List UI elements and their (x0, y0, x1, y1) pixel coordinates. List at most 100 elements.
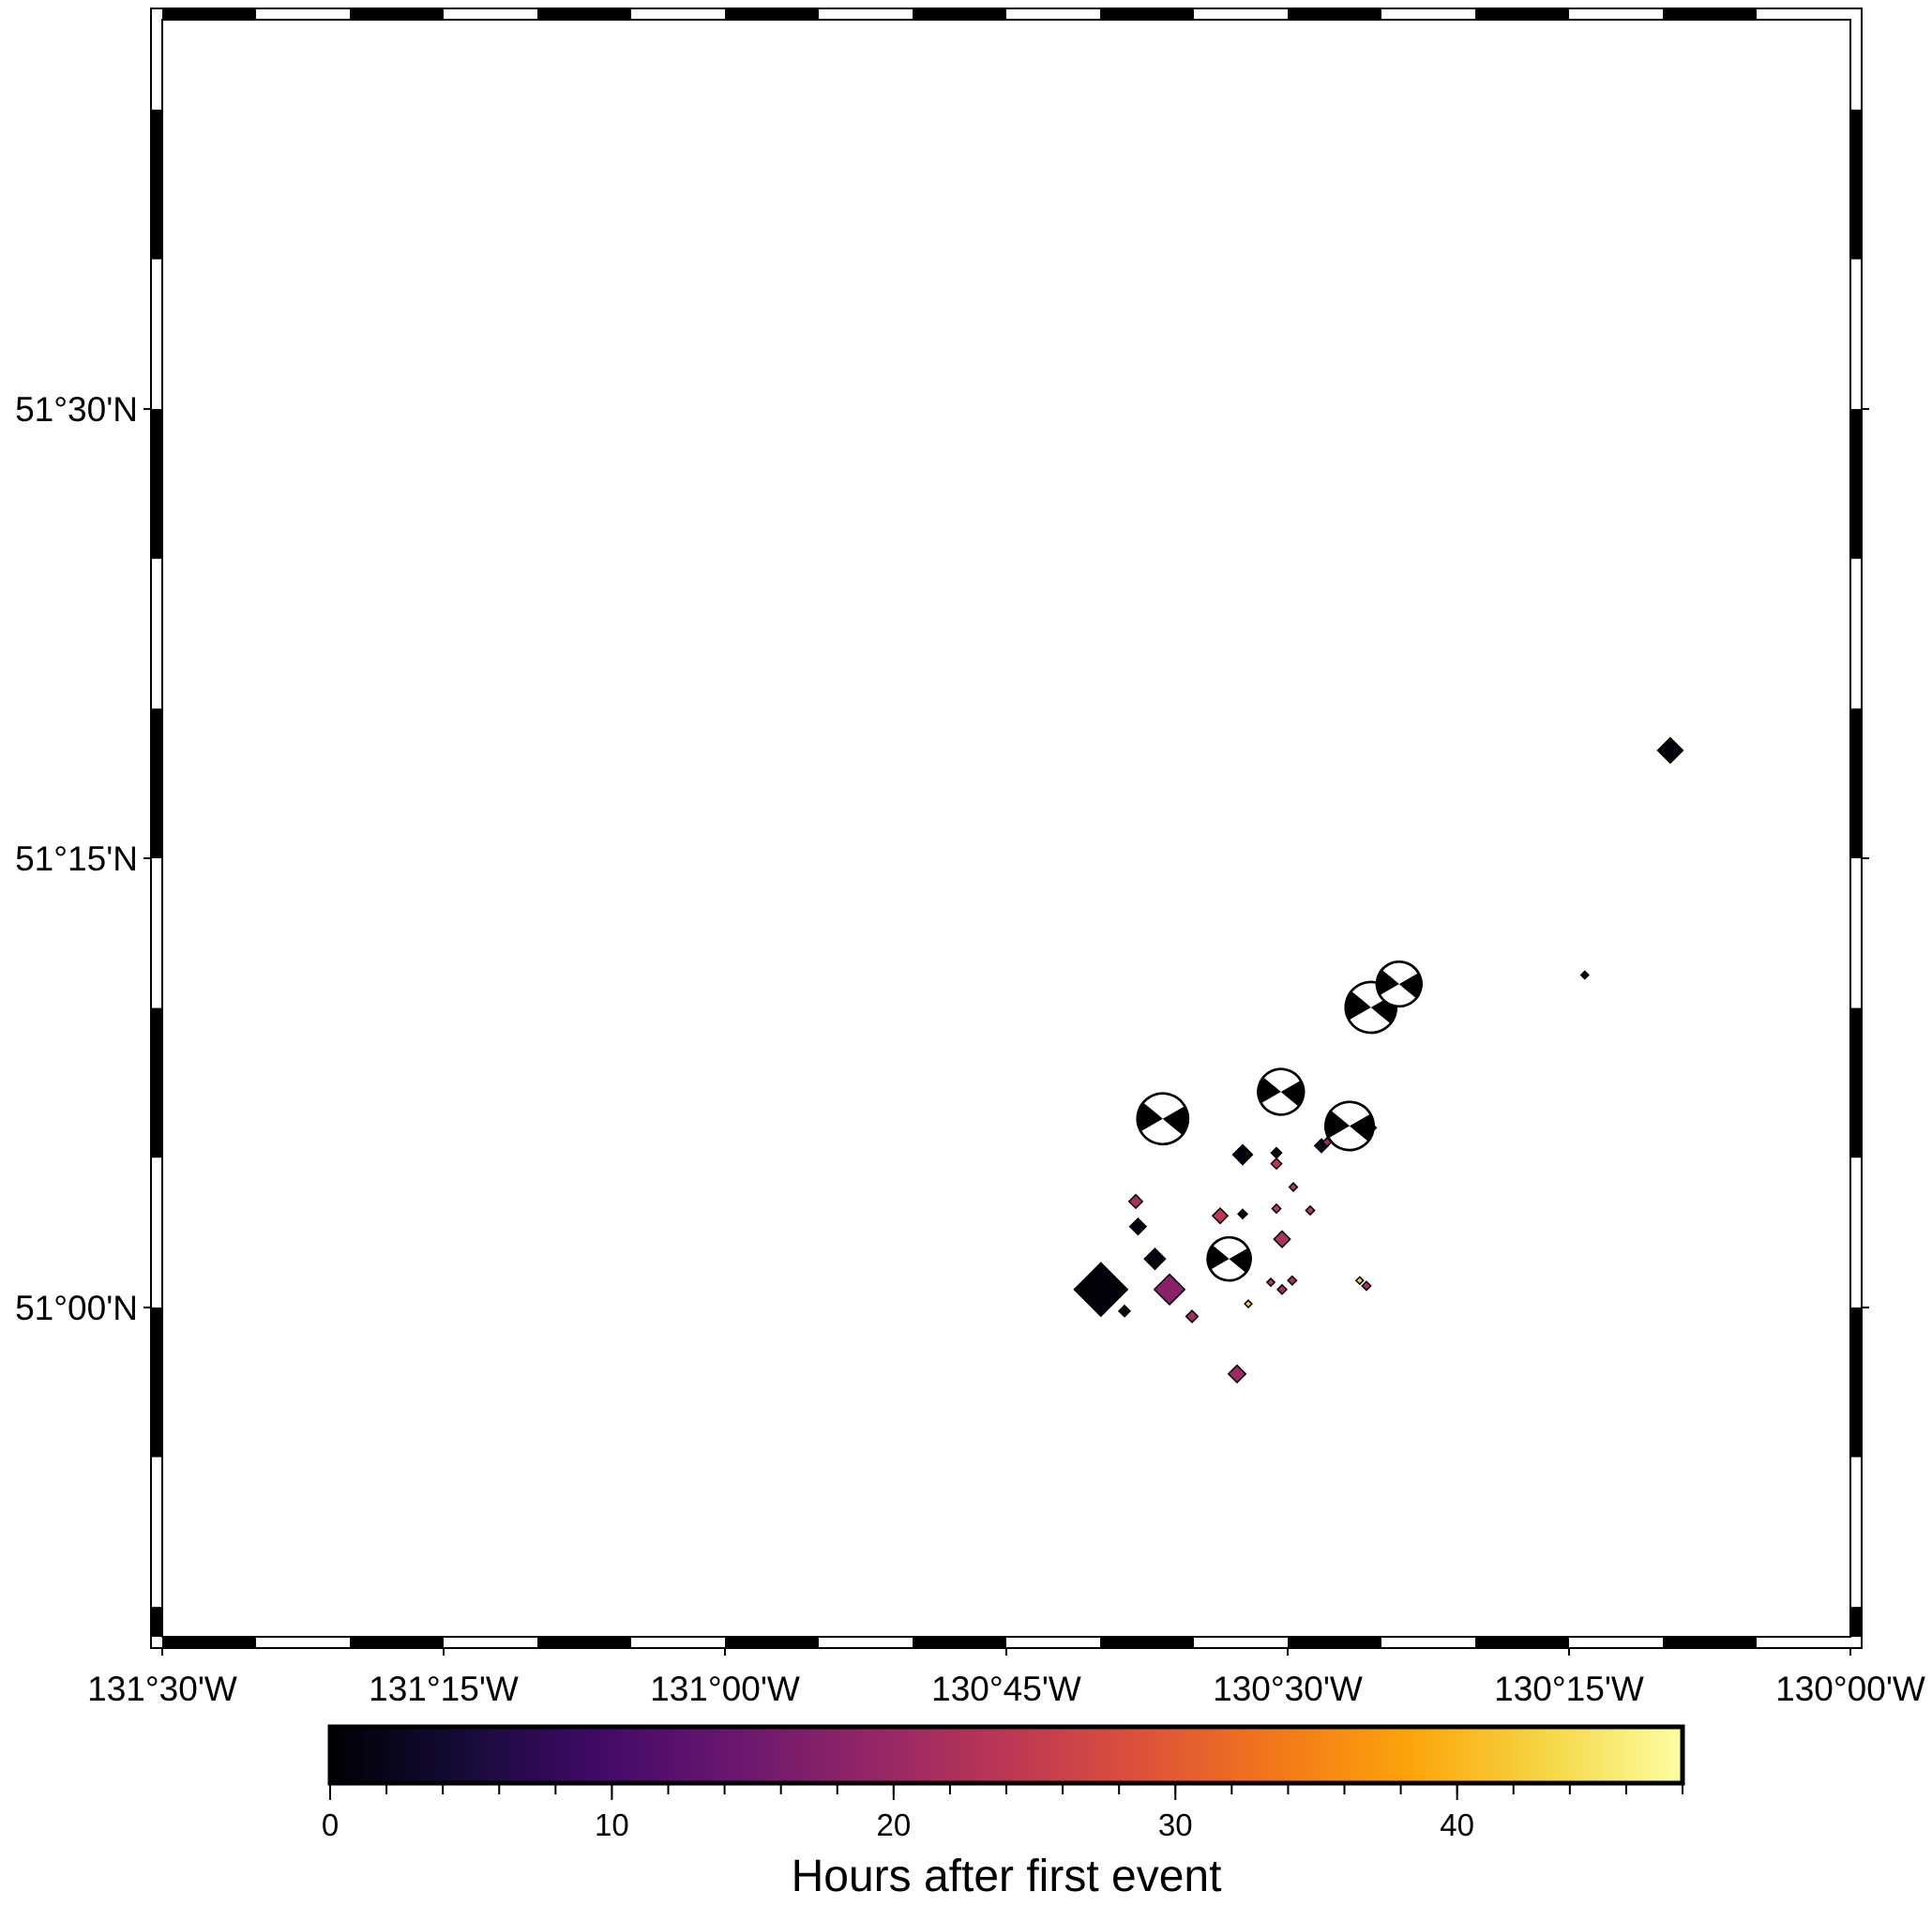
frame-bar-top (162, 8, 256, 20)
focal-mechanism (1375, 961, 1423, 1008)
x-axis-labels: 131°30'W 131°15'W 131°00'W 130°45'W 130°30'W… (87, 1648, 1925, 1708)
earthquake-marker (1143, 1247, 1167, 1271)
colorbar-gradient (327, 1724, 1685, 1786)
beachball-outline (1257, 1067, 1306, 1116)
frame-bar-left (151, 708, 162, 858)
frame-bar-top (1100, 8, 1194, 20)
frame-bar-right (1850, 109, 1862, 260)
frame-bar-top (1288, 8, 1381, 20)
earthquake-marker (1354, 1276, 1365, 1286)
colorbar-tick-label: 0 (322, 1808, 339, 1842)
frame-bar-right (1850, 409, 1862, 559)
beachball-quadrant (1258, 1077, 1281, 1104)
focal-mechanisms (1136, 961, 1423, 1282)
frame-bar-right (1850, 1007, 1862, 1158)
earthquake-marker (1361, 1280, 1372, 1292)
earthquake-marker (1288, 1182, 1299, 1192)
map-frame (150, 8, 1863, 1649)
frame-bar-top (537, 8, 631, 20)
y-axis-labels: 51°30'N 51°15'N 51°00'N (15, 390, 1869, 1327)
frame-outer (150, 8, 1863, 1649)
frame-bar-bottom (1288, 1637, 1381, 1648)
beachball-quadrant (1345, 991, 1371, 1021)
beachball-outline (1136, 1092, 1190, 1145)
earthquake-marker (1236, 1208, 1249, 1220)
focal-mechanism (1206, 1235, 1252, 1282)
earthquake-marker (1656, 736, 1684, 764)
earthquake-marker (1185, 1309, 1200, 1324)
earthquake-marker (1305, 1204, 1316, 1217)
x-tick-label: 130°15'W (1494, 1670, 1644, 1708)
y-tick-label: 51°30'N (15, 390, 138, 429)
earthquake-marker (1128, 1217, 1148, 1236)
frame-bar-left (151, 109, 162, 260)
x-tick-label: 130°30'W (1213, 1670, 1363, 1708)
colorbar-tick-label: 30 (1158, 1808, 1193, 1842)
beachball-quadrant (1229, 1248, 1251, 1273)
earthquake-marker (1579, 970, 1590, 980)
frame-bar-right (1850, 1607, 1862, 1637)
beachball-outline (1206, 1235, 1252, 1282)
earthquake-marker (1265, 1277, 1276, 1288)
earthquake-marker (1273, 1230, 1291, 1248)
colorbar-tick-label: 40 (1440, 1808, 1474, 1842)
beachball-quadrant (1325, 1111, 1350, 1139)
frame-bar-top (1475, 8, 1569, 20)
earthquake-marker (1227, 1364, 1247, 1384)
y-tick-label: 51°15'N (15, 840, 138, 878)
frame-bar-bottom (913, 1637, 1006, 1648)
earthquake-marker (1073, 1262, 1129, 1318)
frame-bar-left (151, 1607, 162, 1637)
x-tick-label: 131°30'W (87, 1670, 237, 1708)
focal-mechanism (1257, 1067, 1306, 1116)
beachball-quadrant (1162, 1106, 1188, 1136)
frame-bar-right (1850, 1307, 1862, 1458)
earthquake-marker (1287, 1275, 1298, 1286)
frame-bar-bottom (162, 1637, 256, 1648)
colorbar-title: Hours after first event (792, 1852, 1222, 1901)
frame-bar-left (151, 1007, 162, 1158)
beachball-outline (1324, 1100, 1375, 1152)
frame-bar-bottom (725, 1637, 819, 1648)
frame-bar-bottom (350, 1637, 444, 1648)
frame-bar-bottom (537, 1637, 631, 1648)
x-tick-label: 131°00'W (650, 1670, 800, 1708)
colorbar-tick-label: 20 (876, 1808, 911, 1842)
x-tick-label: 130°45'W (931, 1670, 1081, 1708)
earthquake-marker (1153, 1273, 1186, 1306)
beachball-quadrant (1350, 1113, 1374, 1142)
frame-bar-left (151, 409, 162, 559)
earthquake-marker (1211, 1206, 1230, 1225)
frame-bar-bottom (1663, 1637, 1757, 1648)
earthquake-marker (1270, 1157, 1283, 1171)
earthquake-marker (1117, 1304, 1132, 1318)
colorbar-tick-label: 10 (595, 1808, 629, 1842)
frame-bar-top (725, 8, 819, 20)
frame-bar-top (1663, 8, 1757, 20)
focal-mechanism (1324, 1100, 1375, 1152)
frame-bar-bottom (1475, 1637, 1569, 1648)
beachball-quadrant (1280, 1080, 1305, 1107)
earthquake-marker (1231, 1143, 1254, 1166)
earthquake-markers (1073, 736, 1684, 1384)
earthquake-marker (1244, 1299, 1253, 1308)
colorbar-ticks: 0 10 20 30 40 (322, 1785, 1683, 1842)
beachball-quadrant (1398, 973, 1422, 999)
x-tick-label: 131°15'W (369, 1670, 519, 1708)
beachball-outline (1375, 961, 1423, 1008)
frame-bar-bottom (1100, 1637, 1194, 1648)
colorbar: 0 10 20 30 40 Hours after first event (322, 1724, 1685, 1901)
earthquake-marker (1127, 1193, 1144, 1210)
y-tick-label: 51°00'N (15, 1289, 138, 1327)
earthquake-marker (1275, 1283, 1289, 1295)
beachball-quadrant (1377, 969, 1399, 995)
frame-bar-top (913, 8, 1006, 20)
focal-mechanism (1136, 1092, 1190, 1145)
map-title: 2008-10-22 Doublet (802, 543, 1144, 584)
earthquake-marker (1271, 1203, 1282, 1215)
x-tick-label: 130°00'W (1775, 1670, 1925, 1708)
frame-bar-top (350, 8, 444, 20)
frame-bar-left (151, 1307, 162, 1458)
